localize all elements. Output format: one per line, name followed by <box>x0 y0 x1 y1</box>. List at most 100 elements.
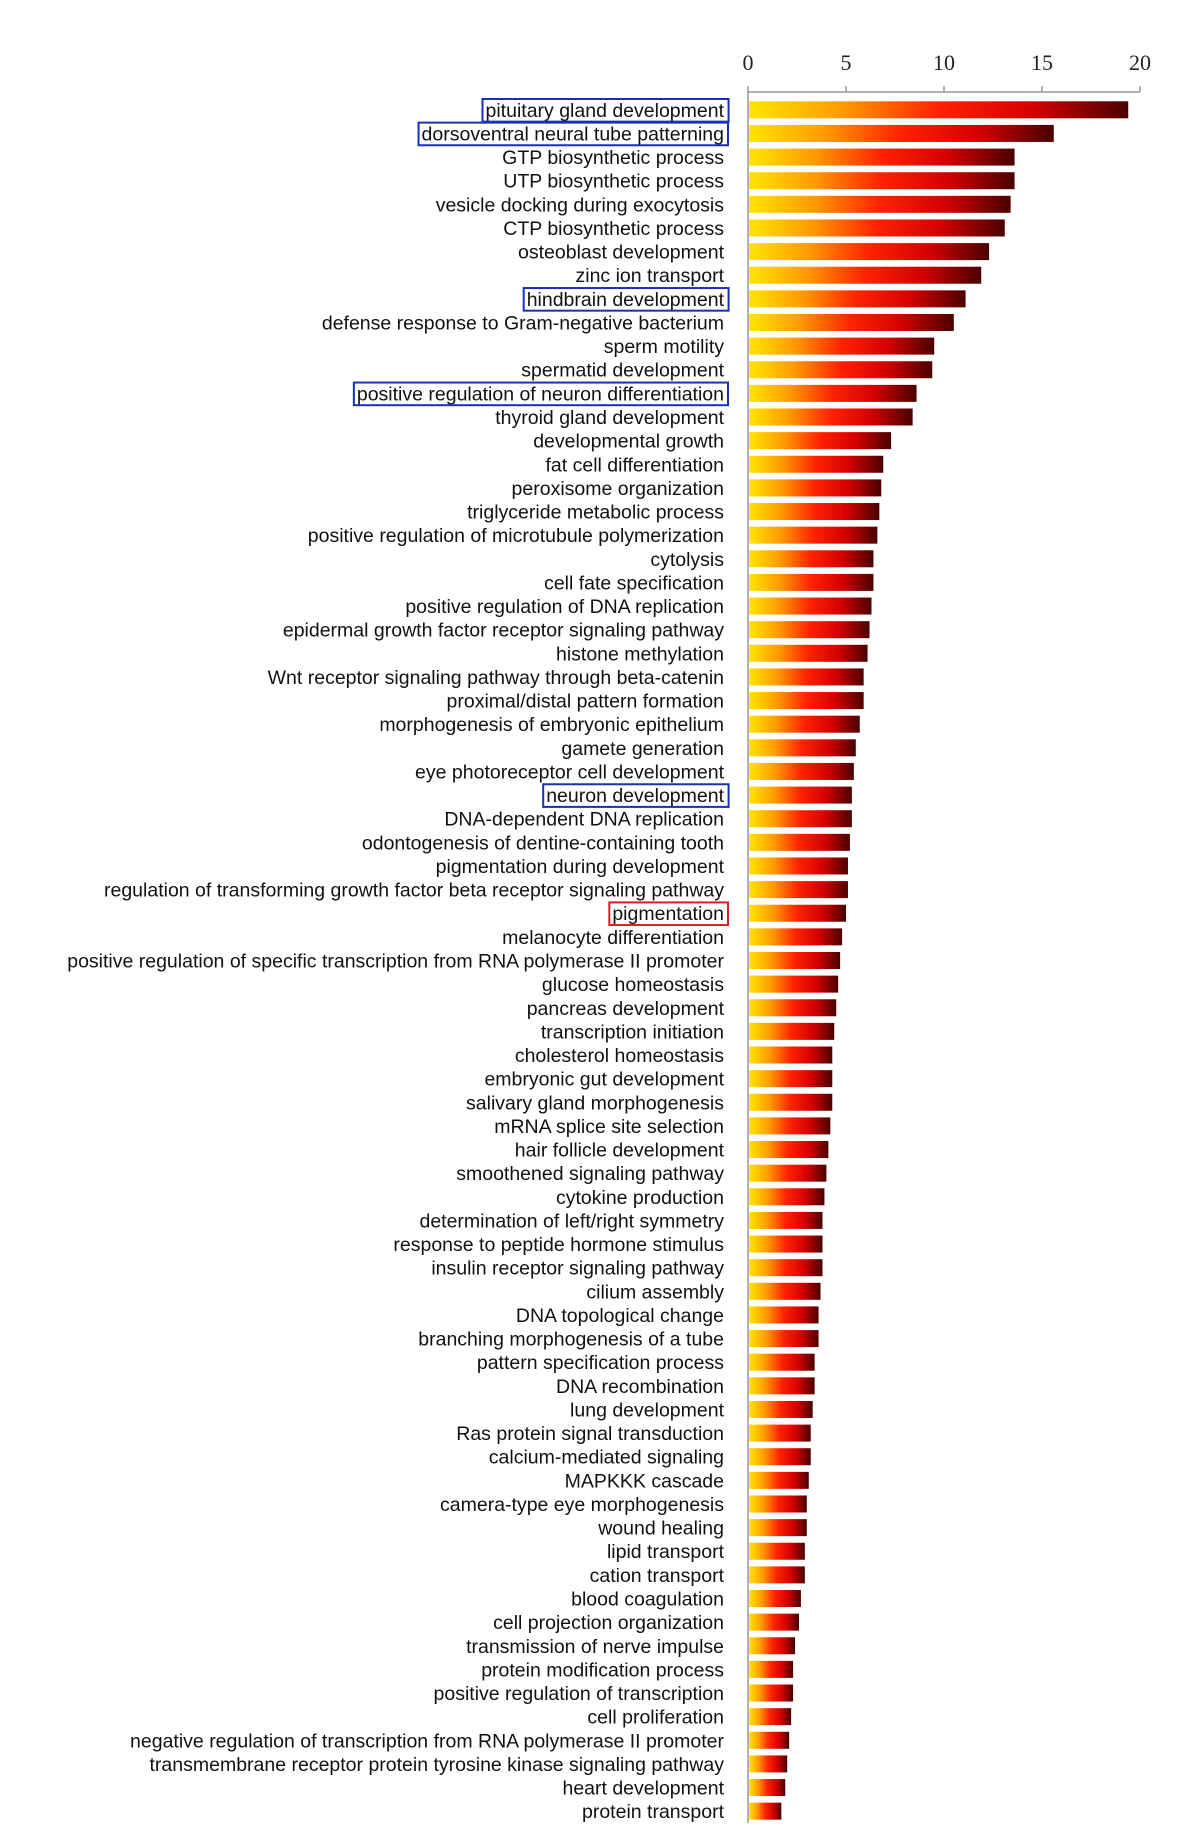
category-label: gamete generation <box>561 738 724 760</box>
bar <box>749 1590 801 1608</box>
category-label: dorsoventral neural tube patterning <box>422 123 724 145</box>
category-label: neuron development <box>546 785 724 807</box>
category-label: GTP biosynthetic process <box>502 147 724 169</box>
category-label: pigmentation during development <box>436 856 725 878</box>
category-label: positive regulation of microtubule polym… <box>308 525 724 547</box>
category-label: cilium assembly <box>586 1281 724 1303</box>
category-label: UTP biosynthetic process <box>503 171 724 193</box>
category-label: zinc ion transport <box>576 265 725 287</box>
bar <box>749 621 870 639</box>
category-label: cell projection organization <box>493 1612 724 1634</box>
bar <box>749 290 966 308</box>
bar <box>749 124 1054 142</box>
category-label: CTP biosynthetic process <box>503 218 724 240</box>
bar <box>749 1755 788 1773</box>
x-tick-label: 10 <box>933 50 955 75</box>
bar <box>749 1164 827 1182</box>
category-label: protein transport <box>582 1801 725 1823</box>
category-label: insulin receptor signaling pathway <box>431 1258 724 1280</box>
category-label: hair follicle development <box>515 1140 725 1162</box>
bar <box>749 455 884 473</box>
bar <box>749 999 837 1017</box>
x-axis: 0 5 10 15 20 <box>743 50 1151 1823</box>
bar <box>749 1731 790 1749</box>
category-label: sperm motility <box>604 336 725 358</box>
category-label: peroxisome organization <box>512 478 724 500</box>
category-label: lung development <box>570 1399 725 1421</box>
highlight-box <box>542 783 730 808</box>
category-label: epidermal growth factor receptor signali… <box>283 620 724 642</box>
bar <box>749 1306 819 1324</box>
highlight-box <box>608 901 729 927</box>
category-label: lipid transport <box>607 1541 725 1563</box>
bar <box>749 573 874 591</box>
bar <box>749 243 990 261</box>
bar <box>749 313 954 331</box>
bar <box>749 1779 786 1797</box>
category-label: camera-type eye morphogenesis <box>440 1494 724 1516</box>
bar <box>749 644 868 662</box>
category-label: MAPKKK cascade <box>565 1470 724 1492</box>
bar <box>749 1495 807 1513</box>
bar <box>749 219 1005 237</box>
bar <box>749 1708 792 1726</box>
category-label: Wnt receptor signaling pathway through b… <box>268 667 724 689</box>
category-label: calcium-mediated signaling <box>489 1447 724 1469</box>
bar <box>749 408 913 426</box>
category-label: positive regulation of DNA replication <box>405 596 724 618</box>
category-labels-group: pituitary gland developmentdorsoventral … <box>67 100 724 1823</box>
bar <box>749 1070 833 1088</box>
category-label: proximal/distal pattern formation <box>447 691 724 713</box>
bar <box>749 1117 831 1135</box>
bar <box>749 597 872 615</box>
highlight-box <box>352 381 729 407</box>
bar <box>749 1211 823 1229</box>
x-tick-label: 15 <box>1031 50 1053 75</box>
category-label: positive regulation of specific transcri… <box>67 950 724 972</box>
category-label: protein modification process <box>481 1659 724 1681</box>
bar <box>749 503 880 521</box>
x-tick-label: 0 <box>743 50 754 75</box>
bar <box>749 1802 782 1820</box>
highlight-box <box>522 287 730 312</box>
category-label: spermatid development <box>521 360 724 382</box>
category-label: cation transport <box>590 1565 725 1587</box>
bar <box>749 526 878 544</box>
category-label: branching morphogenesis of a tube <box>418 1329 724 1351</box>
bar <box>749 1448 811 1466</box>
category-label: cytolysis <box>650 549 724 571</box>
bar <box>749 1613 799 1631</box>
bars-group <box>749 101 1129 1820</box>
category-label: cholesterol homeostasis <box>515 1045 724 1067</box>
category-label: cell proliferation <box>587 1707 724 1729</box>
category-label: embryonic gut development <box>484 1069 724 1091</box>
bar <box>749 148 1015 166</box>
bar <box>749 550 874 568</box>
bar <box>749 951 841 969</box>
bar <box>749 1259 823 1277</box>
bar <box>749 1282 821 1300</box>
category-label: transmission of nerve impulse <box>466 1636 724 1658</box>
bar <box>749 1684 794 1702</box>
category-label: defense response to Gram-negative bacter… <box>322 312 724 334</box>
bar <box>749 195 1011 213</box>
bar <box>749 762 854 780</box>
bar <box>749 1519 807 1537</box>
bar <box>749 810 852 828</box>
category-label: triglyceride metabolic process <box>467 502 724 524</box>
bar <box>749 1188 825 1206</box>
category-label: pigmentation <box>612 903 724 925</box>
bar <box>749 715 860 733</box>
category-label: negative regulation of transcription fro… <box>130 1730 724 1752</box>
bar <box>749 668 864 686</box>
category-label: fat cell differentiation <box>546 454 725 476</box>
category-label: positive regulation of neuron differenti… <box>357 383 724 405</box>
category-label: vesicle docking during exocytosis <box>436 194 725 216</box>
bar <box>749 881 848 899</box>
category-label: DNA-dependent DNA replication <box>444 809 724 831</box>
category-label: hindbrain development <box>527 289 725 311</box>
bar <box>749 101 1129 119</box>
category-label: pattern specification process <box>477 1352 724 1374</box>
category-label: Ras protein signal transduction <box>456 1423 724 1445</box>
